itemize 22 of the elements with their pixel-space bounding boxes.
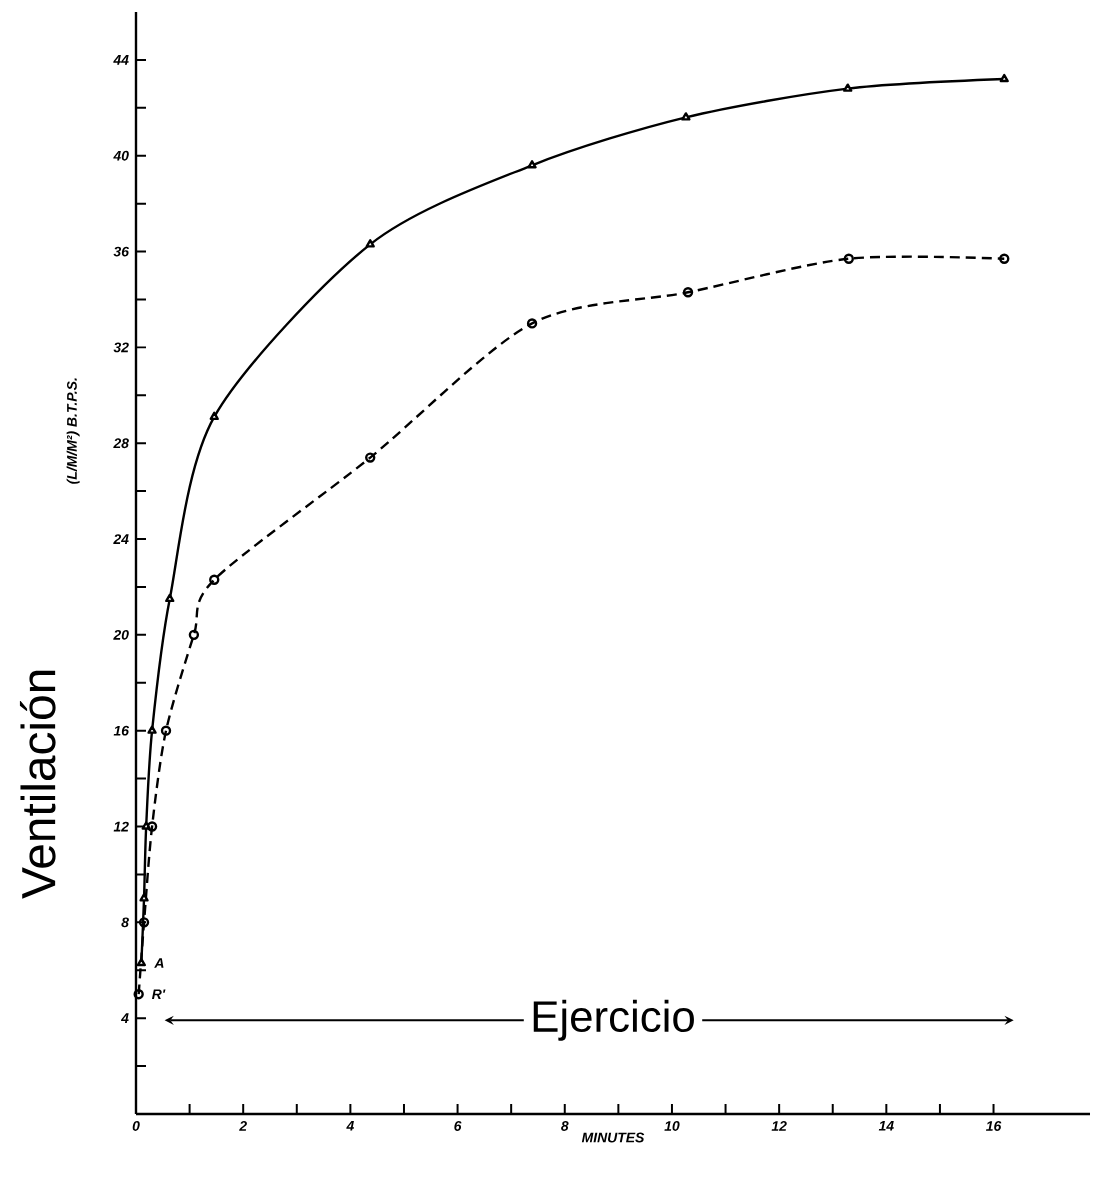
point [160, 725, 172, 736]
point [999, 253, 1010, 264]
point [138, 917, 150, 928]
point [527, 160, 537, 169]
point [682, 287, 694, 298]
point [365, 452, 376, 463]
point [146, 821, 158, 832]
point [843, 253, 854, 264]
point [526, 318, 538, 329]
point [133, 989, 144, 1000]
point [209, 411, 219, 421]
point [999, 73, 1009, 83]
point [139, 893, 149, 902]
y-axis-title: Ventilación [19, 670, 56, 899]
point [147, 725, 157, 734]
point [843, 83, 853, 92]
point [209, 574, 220, 585]
annotation: Ejercicio [533, 999, 694, 1041]
point [365, 239, 375, 248]
point [165, 593, 175, 603]
point [681, 112, 691, 121]
point [188, 629, 200, 641]
